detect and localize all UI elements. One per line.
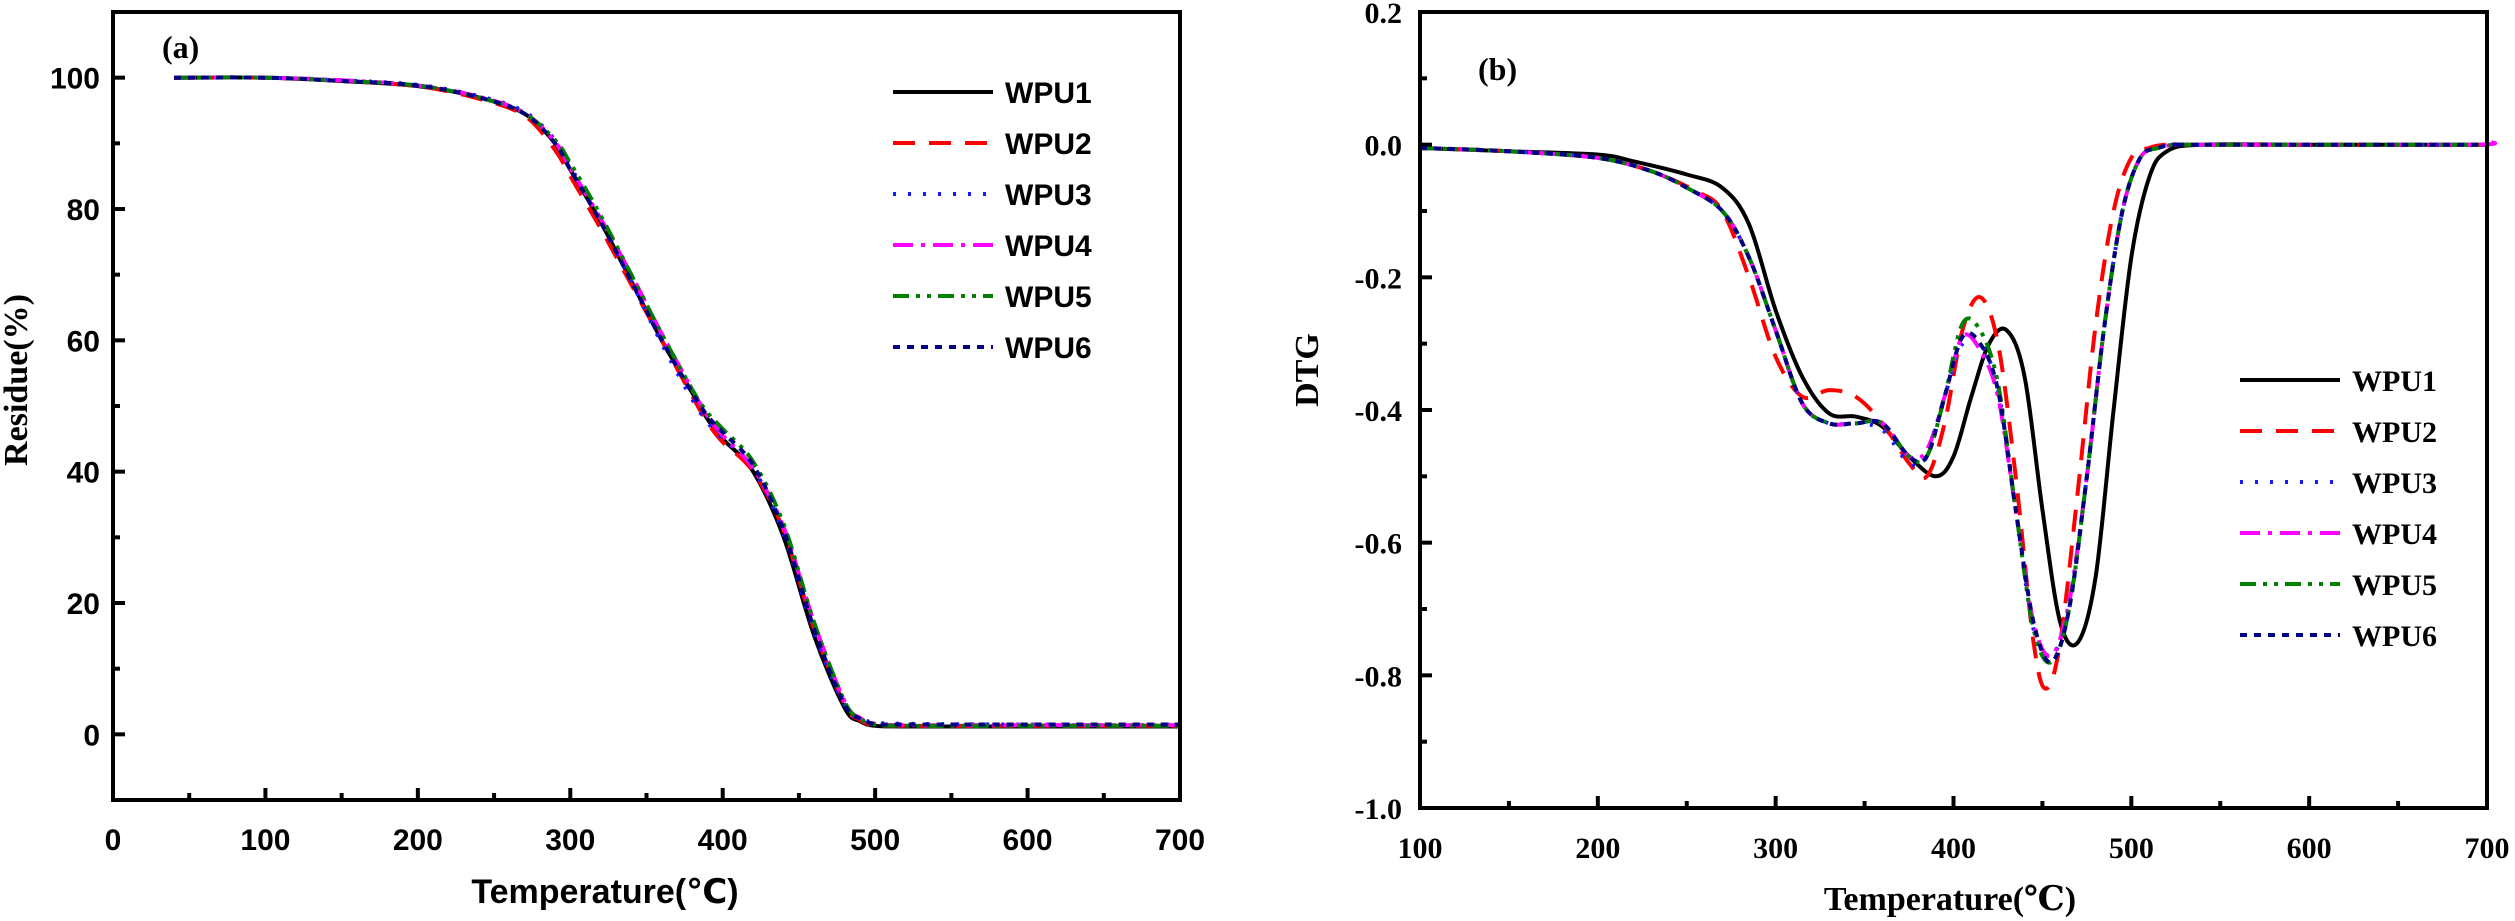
panel-b-y-tick-label: -0.8 [1355,660,1403,693]
panel-b-legend: WPU1 WPU2 WPU3 WPU4 WPU5 WPU6 [2240,365,2437,653]
panel-b-x-tick-label: 100 [1398,832,1443,865]
panel-a-series-layer [173,75,1181,729]
panel-b-x-tick-label: 400 [1931,832,1976,865]
panel-a-y-tick-label: 20 [67,588,100,621]
panel-a-series-wpu2 [173,75,1180,728]
panel-b-plot-frame [1418,10,2489,810]
panel-a-y-tick-label: 40 [67,457,100,490]
panel-a-x-tick-label: 200 [393,824,443,857]
panel-b-y-tick-label: -0.4 [1355,395,1403,428]
panel-b-ticks: 100 200 300 400 500 600 700 -1.0 -0.8 -0.6 -0.4 -0.… [1355,0,2510,865]
panel-b-x-tick-label: 700 [2465,832,2510,865]
panel-b-y-axis-title: DTG [1289,333,1326,407]
panel-a-label: (a) [162,29,199,65]
panel-b-y-tick-label: -0.2 [1355,262,1403,295]
panel-a-series-wpu3 [173,75,1181,727]
panel-b-x-tick-label: 300 [1753,832,1798,865]
panel-b-series-layer [1419,139,2498,691]
panel-b-legend-label-wpu5: WPU5 [2352,569,2437,602]
panel-b-legend-label-wpu4: WPU4 [2352,518,2437,551]
panel-b-y-tick-label: -1.0 [1355,793,1403,826]
panel-a-ticks: 0 100 200 300 400 500 600 700 0 20 40 60 80 100 [50,63,1205,857]
panel-b-legend-label-wpu1: WPU1 [2352,365,2437,398]
panel-b-series-wpu5 [1419,142,2487,665]
panel-b-dtg-chart: 100 200 300 400 500 600 700 -1.0 -0.8 -0.6 -0.4 -0.… [1289,0,2510,918]
panel-b-x-tick-label: 600 [2287,832,2332,865]
panel-a-series-wpu4 [173,75,1180,728]
panel-b-y-tick-label: -0.6 [1355,528,1403,561]
panel-a-series-wpu1 [173,75,1180,729]
panel-a-x-tick-label: 400 [698,824,748,857]
panel-a-y-tick-label: 100 [50,63,100,96]
panel-b-series-wpu4 [1419,139,2498,658]
panel-b-legend-label-wpu3: WPU3 [2352,467,2437,500]
panel-a-legend-label-wpu3: WPU3 [1005,179,1092,212]
panel-b-y-tick-label: 0.2 [1365,0,1403,30]
panel-b-legend-label-wpu6: WPU6 [2352,620,2437,653]
panel-a-legend-label-wpu6: WPU6 [1005,332,1092,365]
panel-a-x-tick-label: 700 [1155,824,1205,857]
panel-b-x-tick-label: 500 [2109,832,2154,865]
panel-a-series-wpu5 [173,75,1180,728]
panel-b-x-axis-title: Temperature(℃) [1824,881,2076,918]
panel-a-legend-label-wpu2: WPU2 [1005,128,1092,161]
panel-a-x-tick-label: 100 [240,824,290,857]
panel-a-y-axis-title: Residue(%) [0,294,35,466]
panel-b-series-wpu1 [1419,142,2487,648]
panel-b-legend-label-wpu2: WPU2 [2352,416,2437,449]
panel-a-x-axis-title: Temperature(℃) [471,873,738,911]
panel-b-label: (b) [1478,51,1517,87]
panel-a-x-tick-label: 0 [105,824,122,857]
panel-a-y-tick-label: 80 [67,194,100,227]
panel-a-x-tick-label: 500 [850,824,900,857]
panel-a-series-wpu6 [173,75,1180,727]
panel-a-legend-label-wpu1: WPU1 [1005,77,1092,110]
panel-a-legend-label-wpu4: WPU4 [1005,230,1092,263]
panel-b-series-wpu6 [1419,142,2487,665]
panel-b-x-tick-label: 200 [1575,832,1620,865]
panel-a-x-tick-label: 600 [1003,824,1053,857]
panel-b-y-tick-label: 0.0 [1365,130,1403,163]
panel-a-legend-label-wpu5: WPU5 [1005,281,1092,314]
panel-a-tga-chart: 0 100 200 300 400 500 600 700 0 20 40 60 80 100 (a) T… [0,10,1205,911]
panel-a-x-tick-label: 300 [545,824,595,857]
panel-a-legend: WPU1 WPU2 WPU3 WPU4 WPU5 WPU6 [893,77,1092,365]
panel-a-y-tick-label: 0 [83,719,100,752]
panel-b-series-wpu2 [1419,142,2487,691]
panel-b-series-wpu3 [1419,142,2487,659]
panel-a-y-tick-label: 60 [67,325,100,358]
